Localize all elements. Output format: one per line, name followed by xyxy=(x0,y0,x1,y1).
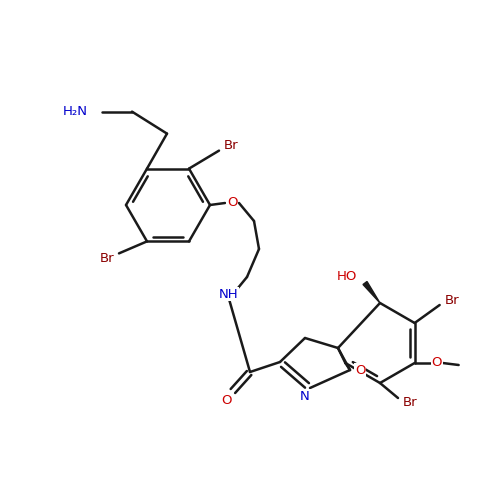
Text: H₂N: H₂N xyxy=(63,105,88,118)
Text: Br: Br xyxy=(444,294,459,306)
Text: O: O xyxy=(222,394,232,406)
Text: NH: NH xyxy=(219,288,239,300)
Text: NH: NH xyxy=(219,288,239,300)
Text: O: O xyxy=(222,394,232,406)
Text: Br: Br xyxy=(402,396,417,409)
Text: O: O xyxy=(355,364,365,376)
Text: O: O xyxy=(432,356,442,370)
Text: Br: Br xyxy=(444,294,459,306)
Text: N: N xyxy=(300,390,310,402)
Text: HO: HO xyxy=(336,270,357,282)
Text: Br: Br xyxy=(100,252,114,265)
Text: H₂N: H₂N xyxy=(63,105,88,118)
Text: Br: Br xyxy=(100,252,114,265)
Text: O: O xyxy=(227,196,237,209)
Text: Br: Br xyxy=(224,139,238,152)
Polygon shape xyxy=(363,282,380,303)
Text: O: O xyxy=(227,196,237,209)
Text: NH: NH xyxy=(219,288,239,300)
Text: Br: Br xyxy=(224,139,238,152)
Text: O: O xyxy=(432,356,442,370)
Text: HO: HO xyxy=(336,270,357,282)
Text: O: O xyxy=(355,364,365,376)
Text: N: N xyxy=(300,390,310,402)
Text: Br: Br xyxy=(402,396,417,409)
